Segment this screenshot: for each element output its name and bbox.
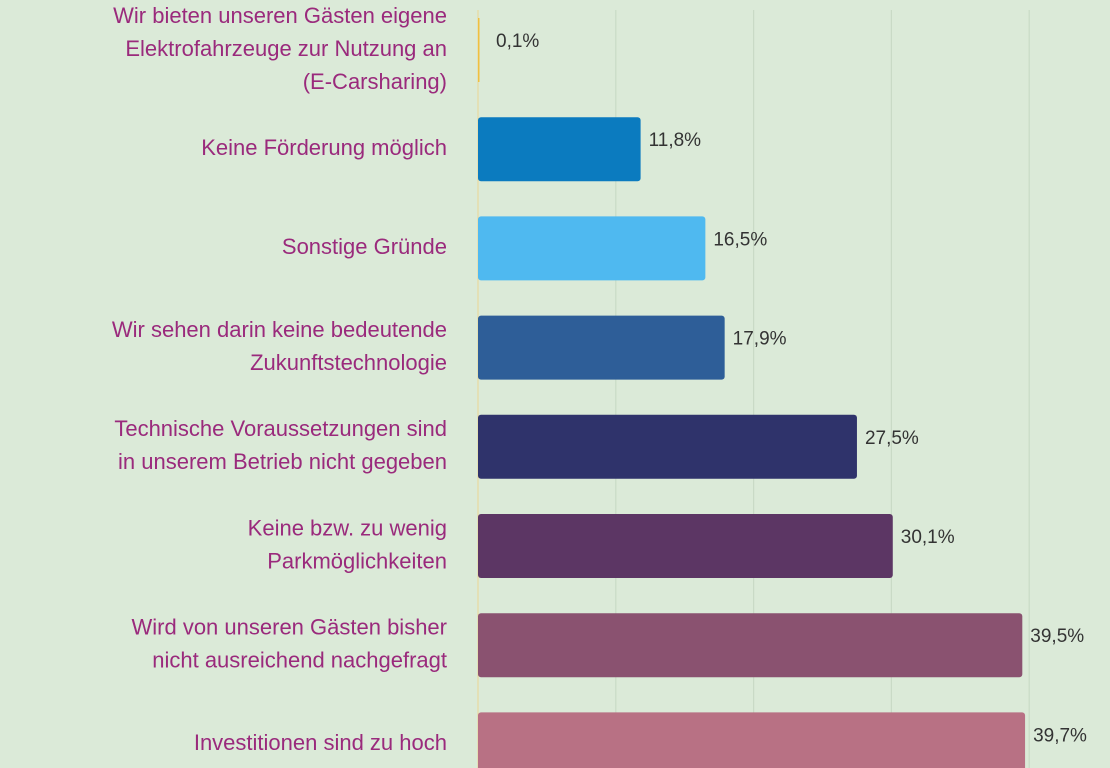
category-label: Investitionen sind zu hoch <box>194 730 447 755</box>
bar <box>478 18 480 82</box>
category-label: nicht ausreichend nachgefragt <box>152 648 447 673</box>
value-label: 27,5% <box>865 428 919 449</box>
category-label: Wir bieten unseren Gästen eigene <box>113 3 447 28</box>
category-label: Keine Förderung möglich <box>201 135 447 160</box>
bar <box>478 712 1026 768</box>
value-label: 39,5% <box>1030 626 1084 647</box>
bar <box>478 514 893 578</box>
value-label: 30,1% <box>901 527 955 548</box>
category-label: Technische Voraussetzungen sind <box>114 416 447 441</box>
category-label: (E-Carsharing) <box>303 69 447 94</box>
bar <box>478 117 641 182</box>
bar <box>478 216 706 281</box>
bar <box>478 414 857 479</box>
bar <box>478 315 725 380</box>
bar <box>478 613 1023 678</box>
category-label: Keine bzw. zu wenig <box>248 515 447 540</box>
value-label: 16,5% <box>713 229 767 250</box>
value-label: 39,7% <box>1033 725 1087 746</box>
value-label: 11,8% <box>649 130 702 151</box>
category-label: Sonstige Gründe <box>282 234 447 259</box>
category-label: Wir sehen darin keine bedeutende <box>112 317 447 342</box>
value-label: 17,9% <box>733 329 787 350</box>
category-label: Parkmöglichkeiten <box>267 548 447 573</box>
category-label: Wird von unseren Gästen bisher <box>132 615 448 640</box>
category-label: Zukunftstechnologie <box>250 350 447 375</box>
category-label: Elektrofahrzeuge zur Nutzung an <box>125 36 447 61</box>
category-label: in unserem Betrieb nicht gegeben <box>118 449 447 474</box>
value-label: 0,1% <box>496 31 539 52</box>
